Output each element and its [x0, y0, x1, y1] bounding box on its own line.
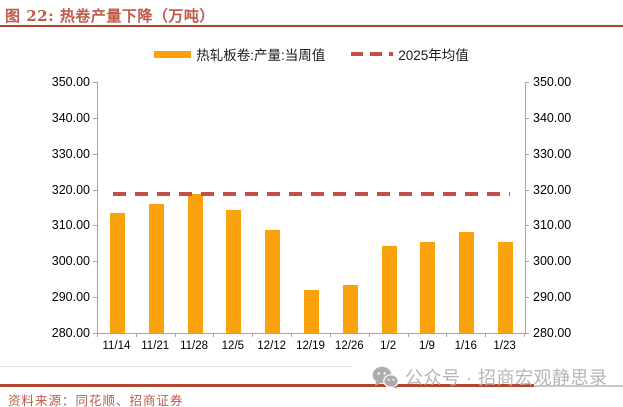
average-dashed-line — [113, 192, 510, 197]
y-axis-label-right: 330.00 — [533, 146, 572, 161]
y-axis-label-left: 310.00 — [51, 218, 90, 233]
dashed-line-swatch-icon — [351, 52, 394, 56]
x-axis-tick — [446, 333, 448, 337]
x-axis-tick — [485, 333, 487, 337]
x-axis-label-12/26: 12/26 — [334, 340, 364, 352]
bar-12/5 — [226, 210, 242, 333]
y-axis-label-left: 300.00 — [51, 254, 90, 269]
y-axis-label-left: 340.00 — [51, 110, 90, 125]
bar-12/12 — [265, 230, 281, 333]
bar-11/28 — [187, 193, 203, 333]
bar-12/26 — [342, 284, 358, 333]
plot-area — [97, 82, 526, 334]
y-tick-left — [93, 297, 97, 299]
legend-label: 热轧板卷:产量:当周值 — [196, 48, 326, 63]
y-axis-label-left: 350.00 — [51, 75, 90, 89]
y-axis-label-right: 340.00 — [533, 110, 572, 125]
bar-1/23 — [498, 242, 514, 333]
bottom-rule — [0, 384, 534, 387]
y-tick-right — [525, 297, 529, 299]
x-axis-tick — [524, 333, 525, 337]
bar-11/14 — [109, 212, 125, 333]
x-axis-label-1/2: 1/2 — [380, 340, 397, 352]
bar-1/9 — [420, 241, 436, 333]
x-axis-tick — [97, 333, 98, 337]
top-rule — [0, 25, 623, 27]
wechat-icon — [372, 366, 399, 389]
x-axis-tick — [368, 333, 370, 337]
legend-item-bar-series: 热轧板卷:产量:当周值 — [154, 44, 325, 64]
x-axis-tick — [291, 333, 293, 337]
y-tick-right — [525, 153, 529, 155]
x-axis-tick — [213, 333, 215, 337]
y-tick-left — [93, 225, 97, 227]
y-axis-label-left: 280.00 — [51, 326, 90, 340]
x-axis-label-11/28: 11/28 — [180, 340, 208, 352]
x-axis-label-12/19: 12/19 — [296, 340, 325, 352]
y-axis-label-right: 290.00 — [533, 290, 572, 305]
y-tick-right — [525, 225, 529, 227]
y-tick-left — [93, 153, 97, 155]
x-axis-tick — [174, 333, 176, 337]
watermark: 公众号 · 招商宏观静思录 — [372, 364, 608, 390]
y-tick-right — [525, 82, 529, 83]
x-axis-tick — [407, 333, 409, 337]
bar-1/2 — [381, 245, 397, 333]
x-axis-label-12/12: 12/12 — [257, 340, 287, 352]
y-tick-left — [93, 261, 97, 263]
y-tick-left — [93, 189, 97, 191]
x-axis-label-11/14: 11/14 — [102, 340, 131, 352]
watermark-strip-edge — [0, 366, 352, 367]
x-axis-label-11/21: 11/21 — [141, 340, 170, 352]
data-source-note: 资料来源：同花顺、招商证券 — [8, 393, 184, 407]
y-axis-label-left: 330.00 — [51, 146, 90, 161]
y-tick-right — [525, 261, 529, 263]
y-tick-right — [525, 189, 529, 191]
y-tick-left — [93, 82, 97, 83]
y-axis-label-right: 300.00 — [533, 254, 572, 269]
y-tick-left — [93, 117, 97, 119]
chart-legend: 热轧板卷:产量:当周值 2025年均值 — [0, 44, 623, 64]
x-axis-label-1/23: 1/23 — [493, 340, 516, 352]
x-axis-label-1/16: 1/16 — [454, 340, 477, 352]
x-axis-tick — [135, 333, 137, 337]
y-axis-label-right: 310.00 — [533, 218, 572, 233]
figure-title: 图 22: 热卷产量下降（万吨） — [5, 7, 215, 25]
y-axis-label-right: 280.00 — [533, 326, 572, 340]
x-axis-label-12/5: 12/5 — [221, 340, 245, 352]
watermark-text: 公众号 · 招商宏观静思录 — [405, 368, 608, 388]
y-axis-label-right: 320.00 — [533, 182, 572, 197]
y-axis-label-left: 320.00 — [51, 182, 90, 197]
y-axis-label-right: 350.00 — [533, 75, 572, 89]
y-tick-left — [93, 333, 97, 334]
x-axis-tick — [252, 333, 254, 337]
bar-swatch-icon — [154, 50, 192, 58]
x-axis-tick — [329, 333, 331, 337]
x-axis-label-1/9: 1/9 — [418, 340, 435, 352]
y-axis-label-left: 290.00 — [51, 290, 90, 305]
bar-11/21 — [148, 203, 164, 333]
bar-1/16 — [459, 231, 475, 333]
y-tick-right — [525, 333, 529, 334]
legend-item-average-line: 2025年均值 — [351, 44, 469, 64]
legend-label: 2025年均值 — [398, 48, 469, 63]
y-tick-right — [525, 117, 529, 119]
bottom-rule-gray-segment — [534, 385, 623, 387]
bar-12/19 — [304, 290, 319, 333]
